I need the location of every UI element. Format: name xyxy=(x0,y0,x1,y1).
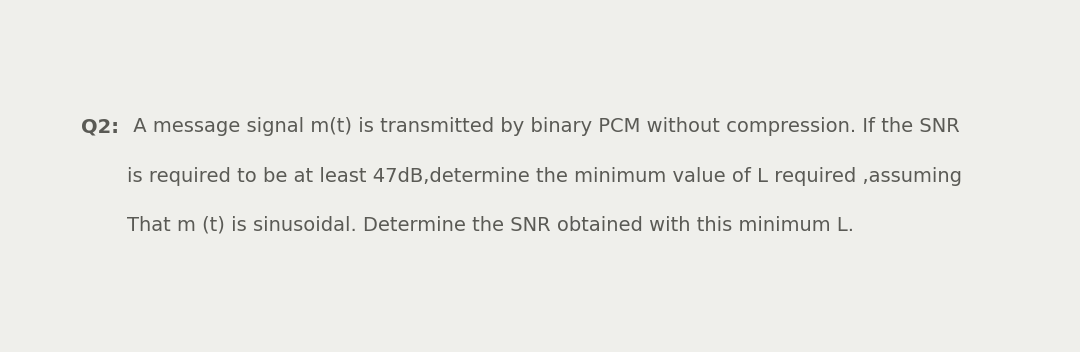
Text: is required to be at least 47dB,determine the minimum value of L required ,assum: is required to be at least 47dB,determin… xyxy=(127,166,962,186)
Text: That m (t) is sinusoidal. Determine the SNR obtained with this minimum L.: That m (t) is sinusoidal. Determine the … xyxy=(127,216,854,235)
Text: Q2:: Q2: xyxy=(81,117,119,136)
Text: A message signal m(t) is transmitted by binary PCM without compression. If the S: A message signal m(t) is transmitted by … xyxy=(127,117,960,136)
